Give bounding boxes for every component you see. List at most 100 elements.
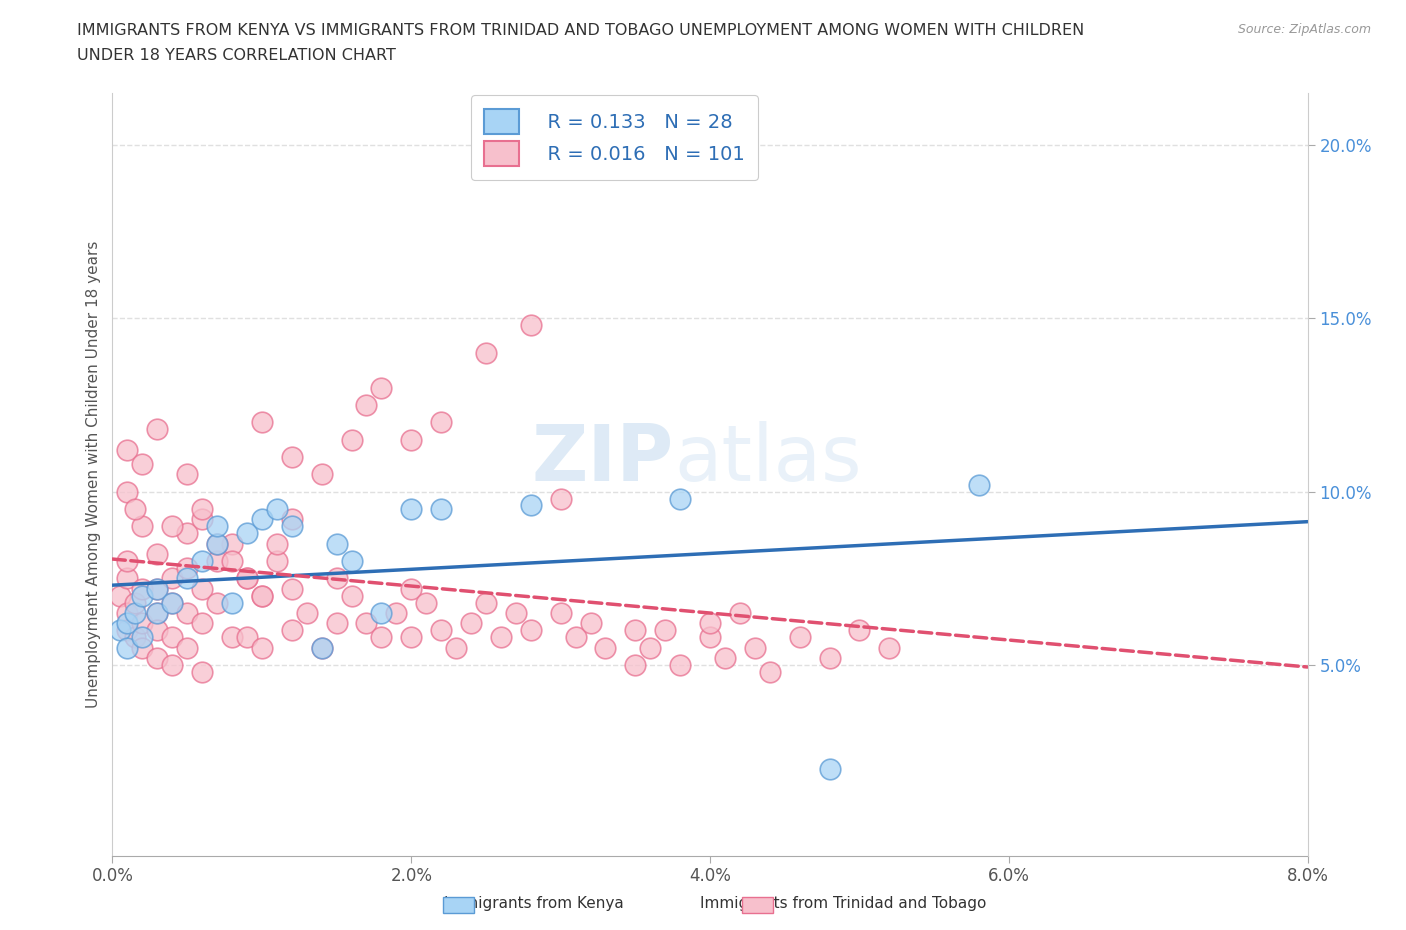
Point <box>624 658 647 672</box>
Point <box>146 605 169 620</box>
Point <box>117 623 139 638</box>
Text: Source: ZipAtlas.com: Source: ZipAtlas.com <box>1237 23 1371 36</box>
Point <box>236 571 259 586</box>
Point <box>579 616 602 631</box>
Point <box>250 588 273 603</box>
Point <box>131 519 153 534</box>
Point <box>430 501 453 516</box>
Point <box>131 630 153 644</box>
Point <box>191 616 214 631</box>
Point <box>385 605 408 620</box>
Point <box>281 519 304 534</box>
Point <box>176 467 198 482</box>
Point <box>205 553 228 568</box>
Point <box>236 525 259 540</box>
Point <box>117 571 139 586</box>
Point <box>595 640 617 655</box>
Point <box>191 512 214 526</box>
Point <box>176 571 198 586</box>
Point <box>108 588 131 603</box>
Point <box>146 581 169 596</box>
Point <box>714 651 737 666</box>
Point <box>356 616 378 631</box>
Point <box>124 630 146 644</box>
Point <box>191 501 214 516</box>
Text: IMMIGRANTS FROM KENYA VS IMMIGRANTS FROM TRINIDAD AND TOBAGO UNEMPLOYMENT AMONG : IMMIGRANTS FROM KENYA VS IMMIGRANTS FROM… <box>77 23 1084 38</box>
Point <box>654 623 676 638</box>
Point <box>311 467 333 482</box>
Point <box>340 432 363 447</box>
Point <box>848 623 870 638</box>
Point <box>370 630 392 644</box>
Point <box>311 640 333 655</box>
Point <box>564 630 586 644</box>
Point <box>266 553 288 568</box>
Point <box>162 519 183 534</box>
Point <box>356 397 378 412</box>
Point <box>146 605 169 620</box>
Point <box>699 630 721 644</box>
Point <box>266 537 288 551</box>
Point <box>311 640 333 655</box>
Point <box>444 640 467 655</box>
Point <box>281 512 304 526</box>
Text: ZIP: ZIP <box>531 421 675 497</box>
Point <box>967 477 990 492</box>
Point <box>281 581 304 596</box>
Point <box>205 537 228 551</box>
Point <box>131 588 153 603</box>
Point <box>162 595 183 610</box>
Point <box>131 616 153 631</box>
Text: UNDER 18 YEARS CORRELATION CHART: UNDER 18 YEARS CORRELATION CHART <box>77 48 396 63</box>
Point <box>162 571 183 586</box>
Point <box>789 630 811 644</box>
Point <box>401 432 423 447</box>
Point <box>475 346 498 361</box>
Point <box>250 415 273 430</box>
Point <box>325 571 347 586</box>
Point <box>131 581 153 596</box>
Point <box>624 623 647 638</box>
Legend:   R = 0.133   N = 28,   R = 0.016   N = 101: R = 0.133 N = 28, R = 0.016 N = 101 <box>471 95 758 180</box>
Point <box>162 630 183 644</box>
Point <box>176 561 198 576</box>
Point <box>430 415 453 430</box>
Point <box>370 605 392 620</box>
Point <box>460 616 482 631</box>
Point <box>162 595 183 610</box>
Point <box>117 605 139 620</box>
Point <box>124 595 146 610</box>
Point <box>146 547 169 562</box>
Point <box>221 553 243 568</box>
Point <box>205 519 228 534</box>
Point <box>117 640 139 655</box>
Point <box>489 630 512 644</box>
Point <box>370 380 392 395</box>
Point <box>340 588 363 603</box>
Point <box>520 623 543 638</box>
Point <box>325 616 347 631</box>
Point <box>728 605 751 620</box>
Point <box>266 501 288 516</box>
Point <box>818 651 841 666</box>
Point <box>520 498 543 513</box>
Point <box>108 623 131 638</box>
Point <box>191 553 214 568</box>
Point <box>146 422 169 437</box>
Point <box>401 581 423 596</box>
Point <box>205 537 228 551</box>
Point <box>415 595 437 610</box>
Point <box>325 537 347 551</box>
Point <box>221 537 243 551</box>
Point <box>131 457 153 472</box>
Point <box>146 651 169 666</box>
Point <box>281 623 304 638</box>
Point <box>124 605 146 620</box>
Point <box>117 553 139 568</box>
Point <box>669 491 692 506</box>
Point <box>131 640 153 655</box>
Point <box>117 616 139 631</box>
Point <box>430 623 453 638</box>
Point <box>475 595 498 610</box>
Point <box>176 640 198 655</box>
